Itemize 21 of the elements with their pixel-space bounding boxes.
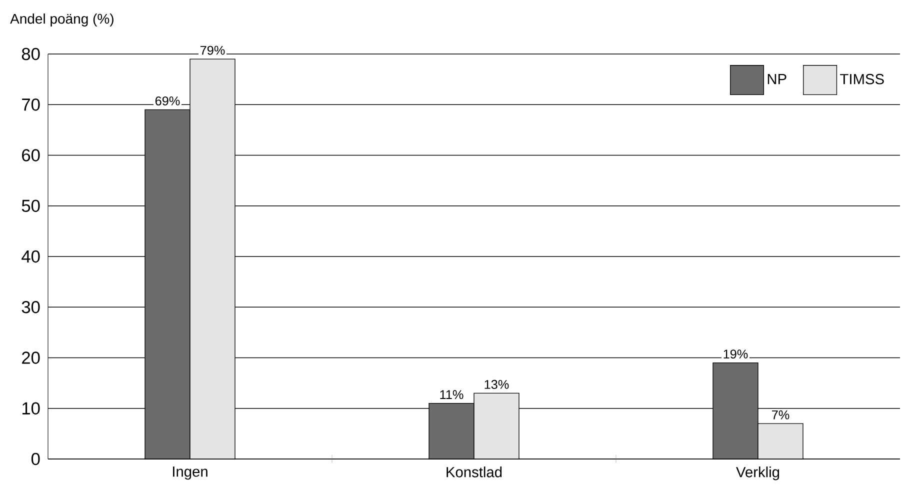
data-label: 19% bbox=[724, 350, 748, 359]
x-tick-label: Konstlad bbox=[446, 466, 502, 478]
x-tick-label: Ingen bbox=[173, 466, 208, 480]
y-tick-label: 30 bbox=[22, 300, 40, 314]
y-tick-label: 60 bbox=[22, 149, 40, 162]
y-tick-label: 50 bbox=[22, 200, 40, 212]
data-label: 79% bbox=[200, 46, 225, 55]
y-tick-label: 40 bbox=[22, 250, 40, 263]
data-label: 13% bbox=[484, 380, 509, 389]
x-tick-label: Verklig bbox=[736, 466, 780, 480]
y-tick-label: 0 bbox=[31, 452, 40, 466]
data-label: 11% bbox=[440, 390, 464, 400]
data-label: 7% bbox=[772, 410, 790, 420]
y-tick-label: 70 bbox=[22, 98, 40, 111]
y-axis-title: Andel poäng (%) bbox=[10, 13, 114, 27]
legend-label: NP bbox=[768, 74, 786, 84]
legend-label: TIMSS bbox=[840, 74, 884, 84]
y-tick-label: 20 bbox=[22, 352, 40, 364]
y-tick-label: 80 bbox=[22, 48, 40, 60]
y-tick-label: 10 bbox=[22, 402, 40, 414]
data-label: 69% bbox=[155, 96, 180, 106]
